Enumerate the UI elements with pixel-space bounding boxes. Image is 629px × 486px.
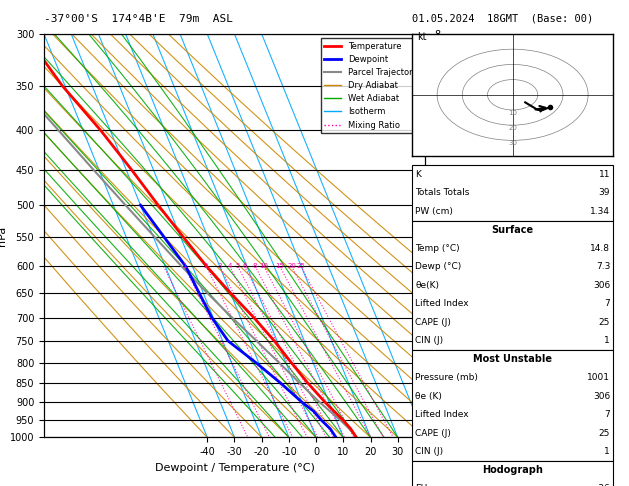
Text: 20: 20 [508, 125, 517, 131]
Text: K: K [415, 170, 421, 179]
Text: 5: 5 [236, 263, 240, 269]
Text: 4: 4 [228, 263, 232, 269]
Text: 15: 15 [276, 263, 284, 269]
Text: Mixing Ratio (g/kg): Mixing Ratio (g/kg) [429, 190, 439, 282]
Text: 3: 3 [218, 263, 222, 269]
Text: 1001: 1001 [587, 373, 610, 382]
Text: CIN (J): CIN (J) [415, 447, 443, 456]
Legend: Temperature, Dewpoint, Parcel Trajectory, Dry Adiabat, Wet Adiabat, Isotherm, Mi: Temperature, Dewpoint, Parcel Trajectory… [321, 38, 421, 133]
Text: Surface: Surface [492, 225, 533, 235]
Text: 6: 6 [242, 263, 247, 269]
Text: 10: 10 [259, 263, 269, 269]
Text: EH: EH [415, 484, 428, 486]
Text: Most Unstable: Most Unstable [473, 354, 552, 364]
Text: 7: 7 [604, 299, 610, 308]
Text: 11: 11 [599, 170, 610, 179]
Text: Lifted Index: Lifted Index [415, 410, 469, 419]
Text: 306: 306 [593, 392, 610, 400]
Text: 01.05.2024  18GMT  (Base: 00): 01.05.2024 18GMT (Base: 00) [412, 14, 593, 24]
Text: 25: 25 [296, 263, 305, 269]
Text: Temp (°C): Temp (°C) [415, 244, 460, 253]
Text: 8: 8 [253, 263, 257, 269]
Text: 1LCL: 1LCL [429, 412, 449, 421]
Text: CIN (J): CIN (J) [415, 336, 443, 345]
Text: kt: kt [417, 32, 426, 42]
Text: -37°00'S  174°4B'E  79m  ASL: -37°00'S 174°4B'E 79m ASL [44, 14, 233, 24]
Text: 25: 25 [599, 429, 610, 437]
Text: Pressure (mb): Pressure (mb) [415, 373, 478, 382]
Text: 14.8: 14.8 [590, 244, 610, 253]
Text: 25: 25 [599, 318, 610, 327]
Text: 1: 1 [604, 447, 610, 456]
Text: Totals Totals: Totals Totals [415, 189, 469, 197]
Text: © weatheronline.co.uk: © weatheronline.co.uk [465, 469, 560, 479]
Text: 1: 1 [604, 336, 610, 345]
Text: 10: 10 [508, 110, 517, 116]
Text: PW (cm): PW (cm) [415, 207, 453, 216]
Text: 2: 2 [204, 263, 208, 269]
Text: 20: 20 [287, 263, 296, 269]
X-axis label: Dewpoint / Temperature (°C): Dewpoint / Temperature (°C) [155, 463, 314, 473]
Text: 39: 39 [599, 189, 610, 197]
Text: 1: 1 [182, 263, 186, 269]
Text: 30: 30 [508, 140, 517, 146]
Text: CAPE (J): CAPE (J) [415, 429, 451, 437]
Text: 7.3: 7.3 [596, 262, 610, 271]
Text: 7: 7 [604, 410, 610, 419]
Text: 1.34: 1.34 [590, 207, 610, 216]
Text: θe(K): θe(K) [415, 281, 439, 290]
Text: 306: 306 [593, 281, 610, 290]
Y-axis label: km
ASL: km ASL [435, 236, 453, 257]
Text: Hodograph: Hodograph [482, 465, 543, 475]
Text: θe (K): θe (K) [415, 392, 442, 400]
Text: Dewp (°C): Dewp (°C) [415, 262, 462, 271]
Text: CAPE (J): CAPE (J) [415, 318, 451, 327]
Text: -36: -36 [596, 484, 610, 486]
Y-axis label: hPa: hPa [0, 226, 7, 246]
Text: Lifted Index: Lifted Index [415, 299, 469, 308]
